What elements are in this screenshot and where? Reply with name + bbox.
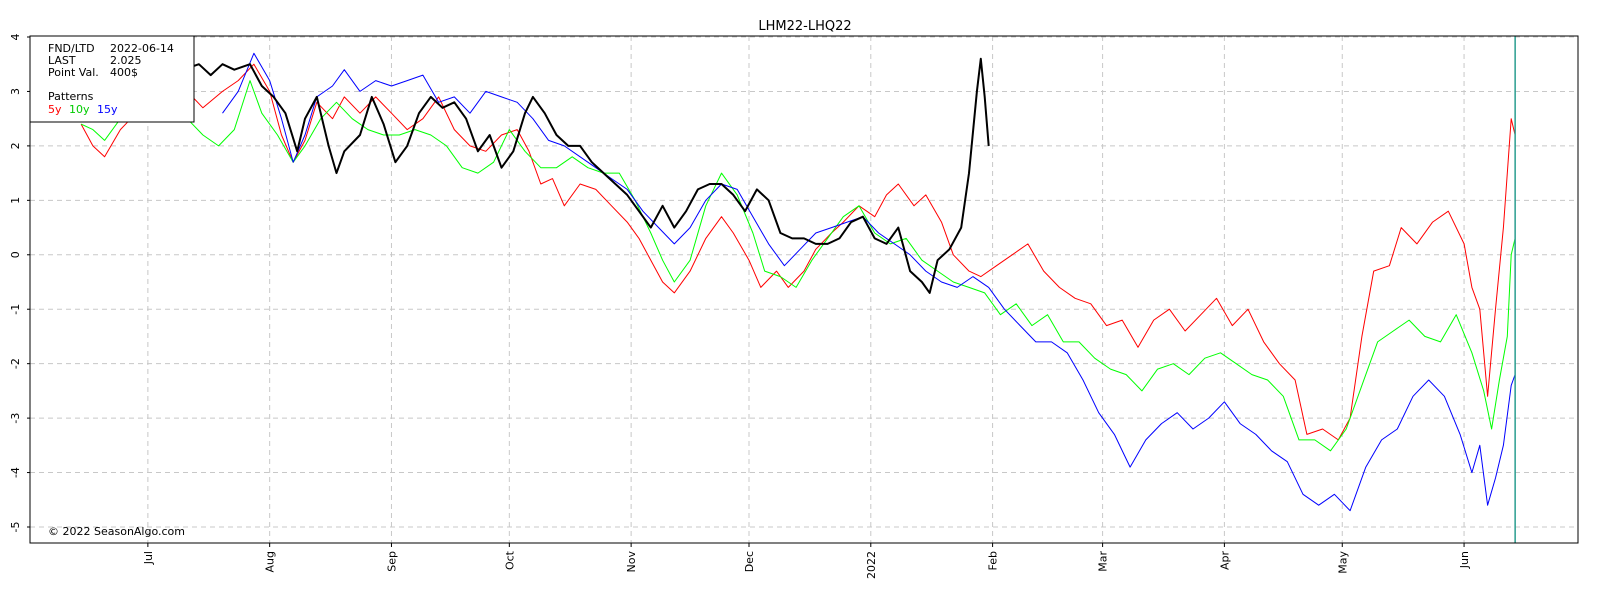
legend-10y: 10y xyxy=(69,103,90,116)
x-tick-label: Jun xyxy=(1458,551,1471,569)
x-tick-label: Aug xyxy=(264,551,277,572)
last-value: 2.025 xyxy=(110,54,142,67)
y-tick-label: 3 xyxy=(9,88,22,95)
y-tick-label: -1 xyxy=(9,304,22,315)
info-box: FND/LTD 2022-06-14 LAST 2.025 Point Val.… xyxy=(29,35,195,123)
y-tick-label: -4 xyxy=(9,467,22,478)
patterns-legend: 5y 10y 15y xyxy=(48,103,118,116)
x-tick-label: Jul xyxy=(142,551,155,565)
fnd-value: 2022-06-14 xyxy=(110,42,174,55)
legend-15y: 15y xyxy=(97,103,118,116)
last-label: LAST xyxy=(48,54,76,67)
point-value-label: Point Val. xyxy=(48,66,99,79)
y-tick-label: 0 xyxy=(9,251,22,258)
y-tick-label: 1 xyxy=(9,197,22,204)
series-line-lhm22-lhq22 xyxy=(182,57,990,294)
x-tick-label: Feb xyxy=(987,551,1000,570)
y-tick-label: 2 xyxy=(9,142,22,149)
fnd-label: FND/LTD xyxy=(48,42,95,55)
legend-5y: 5y xyxy=(48,103,62,116)
y-tick-label: -5 xyxy=(9,522,22,533)
x-tick-label: Oct xyxy=(503,550,516,570)
x-tick-label: Mar xyxy=(1097,551,1110,572)
plot-frame xyxy=(29,35,1579,544)
x-tick-label: Dec xyxy=(743,551,756,572)
y-tick-label: 4 xyxy=(9,34,22,41)
x-tick-label: 2022 xyxy=(865,551,878,579)
y-axis-ticks: 4 3 2 1 0 -1 -2 -3 -4 -5 xyxy=(9,34,30,533)
series-line-5y xyxy=(80,63,1516,441)
chart-title: LHM22-LHQ22 xyxy=(758,19,851,34)
y-tick-label: -3 xyxy=(9,413,22,424)
grid xyxy=(30,36,1578,543)
x-tick-label: Apr xyxy=(1218,551,1231,571)
x-axis-ticks: Jul Aug Sep Oct Nov Dec 2022 Feb Mar Apr May Jun xyxy=(142,543,1471,579)
info-box-frame xyxy=(29,35,195,123)
x-tick-label: Sep xyxy=(385,551,398,572)
x-tick-label: Nov xyxy=(625,551,638,573)
y-tick-label: -2 xyxy=(9,358,22,369)
series-line-15y xyxy=(222,52,1516,512)
series-lines xyxy=(80,52,1516,512)
series-line-10y xyxy=(80,80,1516,452)
point-value: 400$ xyxy=(110,66,138,79)
patterns-label: Patterns xyxy=(48,90,94,103)
x-tick-label: May xyxy=(1336,551,1349,574)
copyright-notice: © 2022 SeasonAlgo.com xyxy=(48,525,185,538)
